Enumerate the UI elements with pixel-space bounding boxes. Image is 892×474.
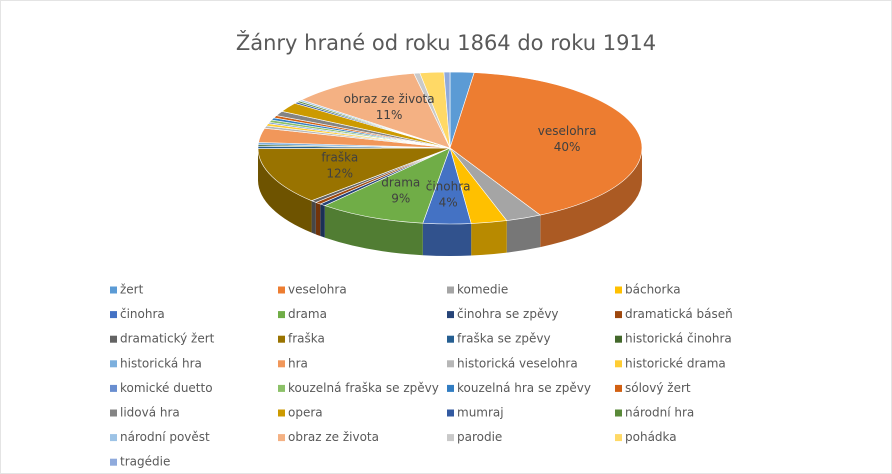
legend-label: kouzelná fraška se zpěvy xyxy=(288,381,439,395)
legend-swatch xyxy=(110,360,117,368)
legend-label: historická hra xyxy=(120,356,202,370)
pie-slice xyxy=(323,147,451,224)
slice-value-label: 11% xyxy=(376,108,403,122)
legend-swatch xyxy=(615,335,622,343)
legend-swatch xyxy=(110,311,117,319)
legend-swatch xyxy=(447,335,454,343)
legend-label: dramatický žert xyxy=(120,332,215,346)
legend-swatch xyxy=(615,286,622,294)
pie-slice-side xyxy=(258,148,312,233)
slice-label: drama xyxy=(381,175,420,189)
legend-label: činohra xyxy=(120,307,165,321)
legend-label: drama xyxy=(288,307,327,321)
legend-label: činohra se zpěvy xyxy=(457,307,559,321)
pie-slice xyxy=(300,73,451,149)
legend-label: historická činohra xyxy=(625,332,732,346)
legend-label: národní pověst xyxy=(120,430,210,444)
legend-label: kouzelná hra se zpěvy xyxy=(457,381,591,395)
legend-swatch xyxy=(447,311,454,319)
legend-label: báchorka xyxy=(625,283,681,297)
legend-swatch xyxy=(615,360,622,368)
pie-slice-side xyxy=(311,200,316,235)
legend-label: pohádka xyxy=(625,430,677,444)
pie-slice xyxy=(449,72,643,216)
legend-label: historická veselohra xyxy=(457,356,578,370)
pie-slice-side xyxy=(506,215,541,253)
legend-swatch xyxy=(615,384,622,392)
legend-swatch xyxy=(447,360,454,368)
legend-label: dramatická báseň xyxy=(625,307,733,321)
legend-swatch xyxy=(615,311,622,319)
legend-swatch xyxy=(110,458,117,466)
legend-label: fraška se zpěvy xyxy=(457,332,551,346)
legend-label: sólový žert xyxy=(625,381,691,395)
slice-value-label: 9% xyxy=(391,191,410,205)
legend-swatch xyxy=(278,360,285,368)
legend-label: tragédie xyxy=(120,455,170,469)
slice-value-label: 12% xyxy=(326,166,353,180)
pie-slice-side xyxy=(324,205,423,256)
pie-slice-side xyxy=(320,204,325,238)
slice-value-label: 40% xyxy=(554,140,581,154)
pie-slice-side xyxy=(471,220,507,256)
legend-swatch xyxy=(110,409,117,417)
slice-label: obraz ze života xyxy=(344,92,435,106)
legend-label: národní hra xyxy=(625,406,694,420)
slice-label: veselohra xyxy=(538,124,597,138)
pie-slice-side xyxy=(315,202,321,237)
legend-label: parodie xyxy=(457,430,502,444)
legend-swatch xyxy=(447,384,454,392)
slice-label: fraška xyxy=(321,150,358,164)
pie-slice-side xyxy=(422,223,472,256)
legend-swatch xyxy=(615,434,622,442)
legend-label: hra xyxy=(288,356,308,370)
legend-label: opera xyxy=(288,406,323,420)
slice-value-label: 4% xyxy=(439,196,458,210)
legend-swatch xyxy=(447,434,454,442)
legend-swatch xyxy=(278,286,285,294)
legend-swatch xyxy=(278,434,285,442)
legend-swatch xyxy=(110,335,117,343)
legend-swatch xyxy=(278,335,285,343)
legend-label: lidová hra xyxy=(120,406,180,420)
legend-swatch xyxy=(110,384,117,392)
legend-swatch xyxy=(615,409,622,417)
legend-label: historické drama xyxy=(625,356,726,370)
legend-label: fraška xyxy=(288,332,325,346)
slice-label: činohra xyxy=(426,180,471,194)
legend-swatch xyxy=(278,384,285,392)
legend-label: žert xyxy=(120,283,144,297)
legend-label: mumraj xyxy=(457,406,504,420)
legend-swatch xyxy=(447,409,454,417)
legend-label: obraz ze života xyxy=(288,430,379,444)
legend-swatch xyxy=(110,434,117,442)
chart-title: Žánry hrané od roku 1864 do roku 1914 xyxy=(236,30,656,55)
legend-swatch xyxy=(278,409,285,417)
legend-swatch xyxy=(110,286,117,294)
legend-swatch xyxy=(447,286,454,294)
legend-label: komedie xyxy=(457,283,508,297)
pie-slice-side xyxy=(540,148,642,248)
legend-label: komické duetto xyxy=(120,381,213,395)
pie-slice xyxy=(443,71,451,149)
legend-swatch xyxy=(278,311,285,319)
legend-label: veselohra xyxy=(288,283,347,297)
pie-slice xyxy=(257,147,451,201)
